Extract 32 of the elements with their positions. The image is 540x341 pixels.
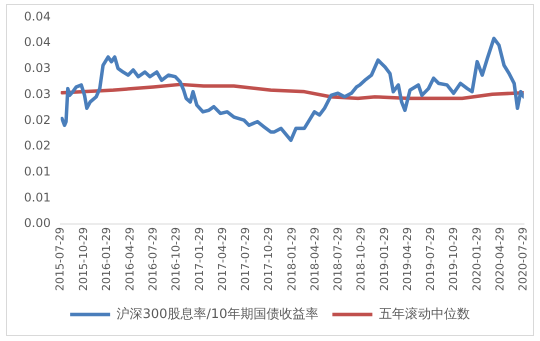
x-tick-label: 2016-04-29 [123, 227, 136, 292]
x-tick-label: 2019-10-29 [447, 227, 460, 292]
y-tick-label: 0.01 [24, 190, 51, 204]
y-tick-label: 0.04 [24, 35, 51, 50]
y-tick-label: 0.02 [24, 138, 51, 153]
x-tick-label: 2017-01-29 [192, 227, 206, 292]
y-tick-label: 0.01 [24, 164, 51, 178]
y-tick-label: 0.03 [24, 86, 51, 101]
x-tick-label: 2018-10-29 [354, 227, 368, 292]
x-tick-label: 2020-04-29 [494, 227, 507, 292]
x-tick-label: 2020-07-29 [516, 227, 530, 292]
y-tick-label: 0.00 [24, 216, 51, 230]
x-tick-label: 2016-01-29 [100, 227, 114, 292]
x-tick-label: 2016-10-29 [170, 227, 183, 292]
y-tick-label: 0.04 [24, 9, 51, 24]
y-tick-label: 0.02 [24, 112, 51, 127]
x-tick-label: 2018-07-29 [331, 227, 344, 292]
x-tick-label: 2020-01-29 [470, 227, 484, 292]
x-tick-label: 2015-10-29 [76, 227, 90, 292]
x-tick-label: 2017-07-29 [238, 227, 252, 292]
x-tick-label: 2018-04-29 [308, 227, 322, 292]
x-tick-label: 2017-04-29 [216, 227, 229, 292]
x-tick-label: 2015-07-29 [54, 227, 67, 292]
x-tick-label: 2019-01-29 [378, 227, 392, 292]
legend-label: 沪深300股息率/10年期国债收益率 [116, 306, 318, 322]
y-tick-label: 0.03 [24, 61, 51, 76]
x-tick-label: 2019-07-29 [424, 227, 437, 292]
x-tick-label: 2019-04-29 [400, 227, 414, 292]
x-tick-label: 2018-01-29 [286, 227, 298, 292]
x-tick-label: 2017-10-29 [262, 227, 276, 292]
legend-label: 五年滚动中位数 [378, 306, 470, 322]
x-tick-label: 2016-07-29 [146, 227, 160, 292]
